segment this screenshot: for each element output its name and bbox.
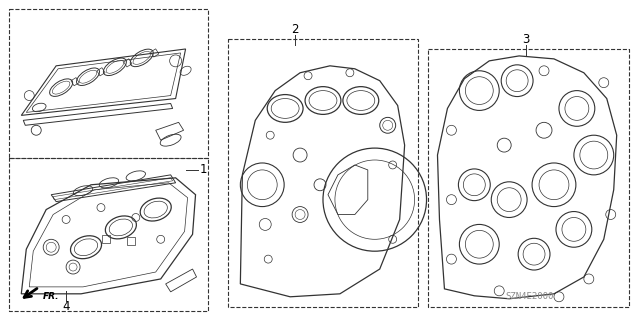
Bar	[150, 49, 159, 57]
Text: FR.: FR.	[44, 292, 60, 301]
Bar	[71, 78, 79, 86]
Text: SZN4E2000: SZN4E2000	[505, 292, 553, 301]
Text: 2: 2	[291, 23, 299, 36]
Text: 3: 3	[522, 33, 530, 46]
Bar	[10, 9, 209, 158]
Bar	[97, 68, 105, 76]
Bar	[124, 59, 132, 67]
Text: 1: 1	[200, 163, 207, 176]
Bar	[228, 39, 417, 307]
Text: 4: 4	[62, 300, 70, 313]
Bar	[428, 49, 628, 307]
Bar	[10, 158, 209, 311]
Bar	[102, 235, 110, 243]
Bar	[127, 237, 135, 245]
